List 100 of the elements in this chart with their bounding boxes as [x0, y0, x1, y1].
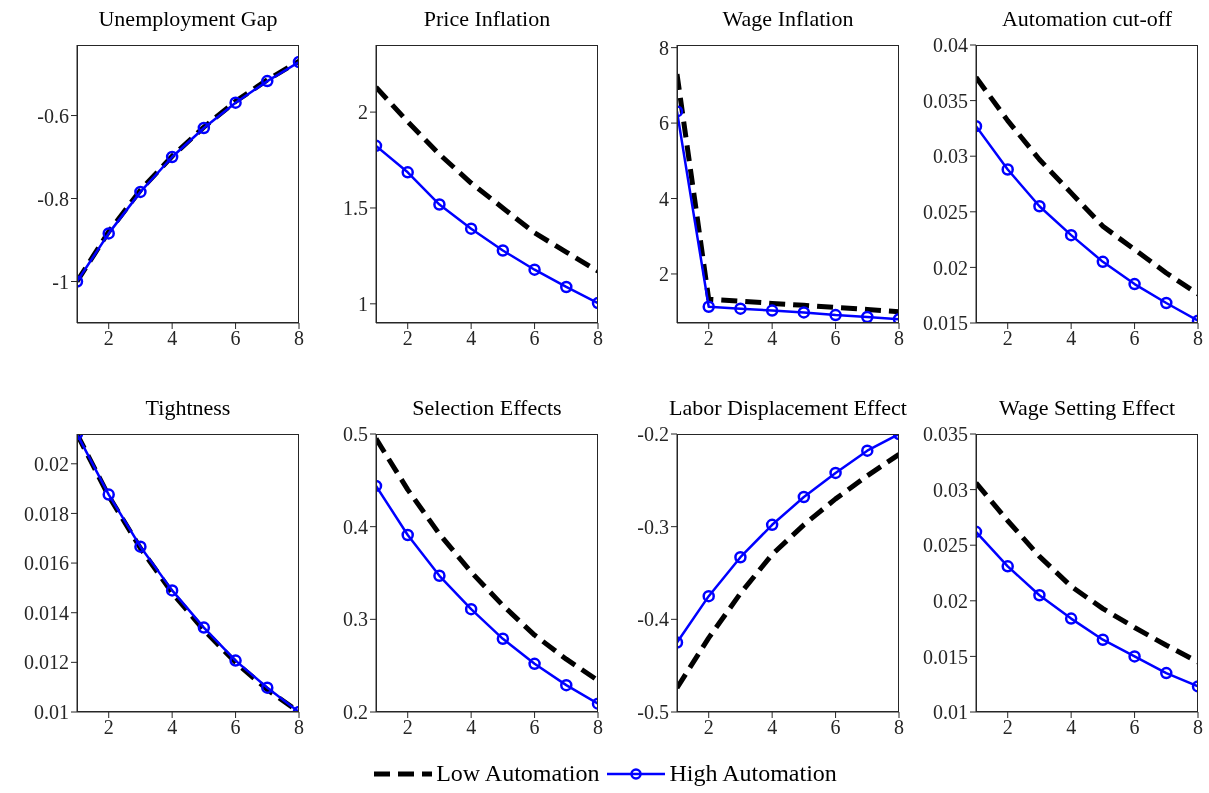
point [797, 306, 811, 319]
point [496, 244, 510, 257]
x-tick-label: 6 [230, 716, 241, 739]
x-tick-label: 8 [294, 327, 304, 350]
chart-title: Wage Inflation [721, 6, 855, 32]
y-tick-label: 0.02 [34, 452, 69, 475]
y-tick-label: 0.016 [24, 552, 69, 575]
y-tick-label: 0.015 [923, 645, 968, 668]
point [134, 540, 147, 553]
point [765, 304, 779, 317]
y-tick-label: 6 [659, 112, 669, 135]
x-tick-label: 2 [703, 327, 714, 350]
x-tick-label: 6 [529, 327, 540, 350]
x-tick-label: 4 [167, 327, 178, 350]
x-tick-label: 8 [894, 716, 904, 739]
x-tick-label: 2 [402, 327, 413, 350]
y-tick-label: 0.018 [24, 502, 69, 525]
y-tick-label: 1 [358, 292, 368, 315]
point [229, 654, 242, 667]
y-tick-label: 0.04 [933, 34, 968, 57]
point [433, 198, 446, 211]
x-tick-label: 4 [767, 327, 778, 350]
point [1064, 228, 1078, 242]
chart-title: Labor Displacement Effect [668, 395, 908, 421]
x-tick-label: 2 [703, 716, 714, 739]
point [829, 466, 842, 480]
x-tick-label: 6 [830, 716, 841, 739]
point [496, 632, 510, 646]
point [134, 185, 147, 199]
y-tick-label: 4 [659, 187, 669, 210]
y-tick-label: 0.3 [343, 608, 368, 631]
y-tick-label: -0.6 [37, 104, 69, 127]
chart-title: Unemployment Gap [97, 6, 279, 32]
x-tick-label: 4 [466, 327, 477, 350]
point [734, 302, 747, 315]
point [1160, 666, 1173, 680]
x-tick-label: 8 [593, 716, 603, 739]
point [401, 166, 414, 179]
x-tick-label: 2 [402, 716, 413, 739]
x-tick-label: 4 [167, 716, 178, 739]
point [528, 657, 541, 671]
legend-label: Low Automation [436, 760, 600, 787]
y-tick-label: 0.035 [923, 423, 968, 446]
y-tick-label: 0.025 [923, 534, 968, 557]
y-tick-label: -0.5 [637, 701, 669, 724]
point [1128, 650, 1141, 663]
point [1096, 633, 1110, 646]
y-tick-label: 0.012 [24, 651, 69, 674]
point [102, 227, 115, 240]
point [1128, 277, 1141, 291]
x-tick-label: 2 [103, 716, 114, 739]
y-tick-label: 0.03 [933, 145, 968, 168]
point [1033, 588, 1046, 602]
x-tick-label: 6 [1129, 716, 1140, 739]
point [229, 96, 242, 109]
x-tick-label: 4 [1066, 716, 1077, 739]
chart-title: Wage Setting Effect [997, 395, 1177, 421]
point [102, 488, 115, 501]
y-tick-label: 0.035 [923, 89, 968, 112]
point [401, 528, 414, 542]
y-tick-label: 1.5 [343, 197, 368, 220]
point [702, 300, 715, 314]
point [797, 490, 811, 504]
point [165, 584, 179, 597]
point [765, 518, 779, 532]
legend-label: High Automation [669, 760, 837, 787]
point [528, 263, 541, 276]
point [861, 310, 874, 323]
chart-title: Automation cut-off [1000, 6, 1174, 32]
x-tick-label: 6 [230, 327, 241, 350]
point [464, 222, 478, 235]
x-tick-label: 2 [1002, 716, 1013, 739]
y-tick-label: 0.02 [933, 256, 968, 279]
y-tick-label: -0.4 [637, 608, 669, 631]
point [560, 678, 573, 692]
y-tick-label: 0.02 [933, 589, 968, 612]
y-tick-label: 0.4 [343, 515, 368, 538]
x-tick-label: 8 [294, 716, 304, 739]
y-tick-label: 0.025 [923, 200, 968, 223]
y-tick-label: 0.5 [343, 423, 368, 446]
x-tick-label: 8 [593, 327, 603, 350]
x-tick-label: 4 [767, 716, 778, 739]
x-tick-label: 2 [103, 327, 114, 350]
point [829, 308, 842, 322]
point [1001, 163, 1014, 176]
x-tick-label: 4 [1066, 327, 1077, 350]
y-tick-label: 2 [659, 263, 669, 286]
y-tick-label: 0.01 [933, 701, 968, 724]
x-tick-label: 6 [529, 716, 540, 739]
x-tick-label: 8 [894, 327, 904, 350]
y-tick-label: 0.01 [34, 701, 69, 724]
point [1001, 560, 1014, 573]
y-tick-label: 2 [358, 101, 368, 124]
x-tick-label: 6 [830, 327, 841, 350]
point [261, 681, 274, 694]
x-tick-label: 4 [466, 716, 477, 739]
point [1096, 255, 1110, 269]
point [734, 551, 747, 564]
x-tick-label: 8 [1193, 716, 1203, 739]
point [702, 589, 715, 603]
